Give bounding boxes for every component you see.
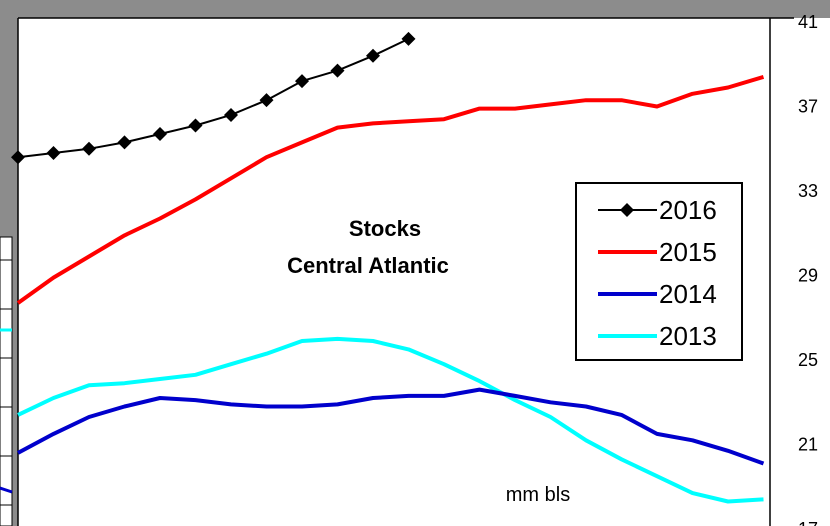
unit-label: mm bls: [506, 484, 570, 506]
point-2016: [259, 93, 274, 108]
legend-label-2014: 2014: [659, 279, 717, 309]
y-tick-label: 21: [798, 435, 818, 455]
legend-marker-2016: [620, 203, 634, 217]
legend-label-2015: 2015: [659, 237, 717, 267]
y-tick-label: 33: [798, 181, 818, 201]
point-2016: [224, 107, 238, 122]
series-layer: [11, 31, 765, 504]
series-line-2014: [17, 387, 765, 466]
adjacent-chart-fragment: [0, 236, 13, 526]
y-tick-label: 37: [798, 97, 818, 117]
point-2016: [117, 135, 132, 150]
y-tick-label: 29: [798, 266, 818, 286]
axis-area-background: [794, 18, 830, 526]
point-2016: [366, 48, 380, 63]
point-2016: [330, 63, 345, 78]
legend: 2016 2015 2014 2013: [575, 182, 743, 361]
point-2016: [153, 126, 167, 141]
point-2016: [11, 150, 25, 165]
legend-box: [575, 182, 743, 361]
point-2016: [188, 118, 203, 133]
y-tick-label: 41: [798, 12, 818, 32]
y-axis: 17 21 25 29 33 37 41: [798, 12, 818, 526]
adjacent-chart-lines: [0, 259, 13, 506]
chart-title: Stocks: [349, 216, 421, 241]
point-2016: [401, 31, 416, 46]
point-2016: [295, 74, 309, 89]
series-line-2015: [16, 74, 765, 305]
legend-label-2013: 2013: [659, 321, 717, 351]
chart-subtitle: Central Atlantic: [287, 253, 449, 278]
y-tick-label: 17: [798, 519, 818, 526]
point-2016: [82, 141, 96, 156]
y-tick-label: 25: [798, 350, 818, 370]
point-2016: [46, 145, 61, 160]
legend-label-2016: 2016: [659, 195, 717, 225]
series-line-2013: [17, 336, 764, 504]
